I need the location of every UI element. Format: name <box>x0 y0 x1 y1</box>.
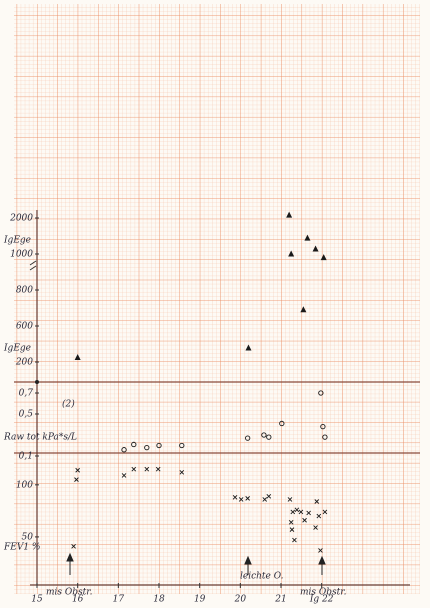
circle-point <box>156 442 162 449</box>
y-tick-label: 200 <box>15 358 33 368</box>
y-axis-label: IgEge <box>3 344 31 354</box>
axis-break <box>29 260 37 271</box>
cross-point <box>290 509 296 515</box>
circle-point <box>245 435 251 441</box>
cross-point <box>262 497 268 502</box>
x-tick-label: 17 <box>113 595 125 605</box>
circle-point <box>320 423 326 430</box>
major-grid <box>14 4 420 594</box>
triangle-point <box>286 211 293 218</box>
axis-dot <box>35 380 39 384</box>
triangle-point <box>300 306 307 313</box>
y-tick-label: 0,1 <box>19 452 33 462</box>
cross-point <box>155 466 161 472</box>
cross-point <box>289 527 295 532</box>
cross-point <box>288 520 294 525</box>
y-tick-label: 2000 <box>9 214 33 224</box>
cross-point <box>144 466 150 472</box>
cross-point <box>287 497 293 502</box>
y-tick-label: 50 <box>22 532 34 542</box>
y-tick-label: 1000 <box>10 250 33 260</box>
x-tick-label: 16 <box>72 595 84 605</box>
cross-point <box>131 466 137 472</box>
circle-point <box>322 434 328 440</box>
triangle-point <box>304 234 311 241</box>
triangle-point <box>74 354 81 360</box>
triangle-point <box>245 344 252 351</box>
y-tick-label: 100 <box>16 480 33 490</box>
cross-point <box>302 517 307 523</box>
cross-point <box>306 510 311 516</box>
y-axis-label: Raw tot kPa*s/L <box>3 433 77 443</box>
triangle-point <box>312 245 319 252</box>
x-tick-label: 20 <box>234 595 247 605</box>
cross-point <box>266 493 272 499</box>
circle-point <box>279 420 285 427</box>
cross-point <box>121 473 127 478</box>
cross-point <box>238 497 244 502</box>
x-tick-label: 19 <box>194 595 206 605</box>
arrows <box>66 552 326 575</box>
x-tick-label: 21 <box>274 595 286 605</box>
circle-point <box>179 442 185 449</box>
cross-point <box>316 513 322 519</box>
cross-point <box>75 467 80 473</box>
y-tick-label: 800 <box>16 286 33 296</box>
cross-point <box>74 477 79 482</box>
cross-point <box>232 495 238 500</box>
circle-point <box>318 390 324 396</box>
annotation: leichte O. <box>240 572 284 582</box>
circle-point <box>121 447 127 453</box>
cross-point <box>245 496 250 501</box>
circle-point <box>261 432 267 438</box>
y-tick-label: 0,5 <box>19 410 34 420</box>
x-tick-label: 15 <box>31 595 43 605</box>
y-axis-label: IgEge <box>3 236 31 246</box>
cross-point <box>322 509 328 515</box>
cross-point <box>179 470 185 475</box>
y-tick-label: 600 <box>16 322 33 332</box>
x-tick-label: Ig 22 <box>309 595 334 605</box>
circle-point <box>144 444 150 451</box>
y-tick-label: 0,7 <box>19 389 34 399</box>
cross-point <box>292 537 297 543</box>
triangle-point <box>320 254 327 261</box>
cross-point <box>71 543 76 549</box>
circle-point <box>131 441 137 448</box>
triangle-point <box>288 250 295 257</box>
circle-point <box>266 434 272 440</box>
cross-point <box>298 509 304 515</box>
y-axis-label: FEV1 % <box>3 543 40 553</box>
cross-point <box>314 499 320 504</box>
x-tick-label: 18 <box>153 595 165 605</box>
cross-point <box>294 507 300 513</box>
annotation: mis Obstr. <box>300 588 347 598</box>
annotation: mis Obstr. <box>46 588 93 598</box>
cross-point <box>318 548 323 553</box>
cross-point <box>313 525 318 530</box>
annotation: (2) <box>62 399 75 410</box>
